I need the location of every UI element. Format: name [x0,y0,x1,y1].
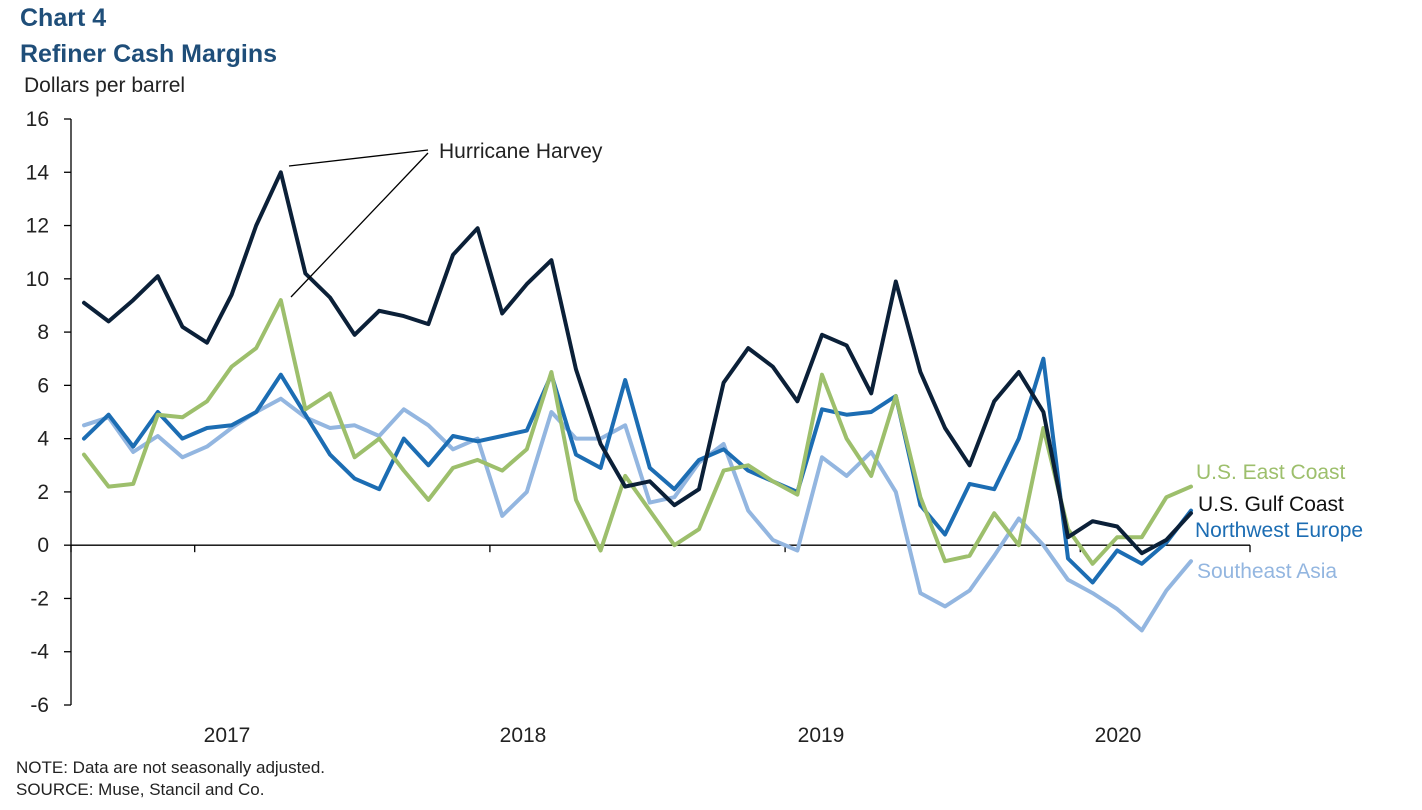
footnote-source: SOURCE: Muse, Stancil and Co. [16,780,265,799]
x-tick-label: 2018 [500,724,547,747]
y-tick-label: 16 [26,108,49,131]
y-tick-label: 6 [37,374,49,397]
y-tick-label: -2 [30,587,49,610]
y-tick-label: 14 [26,161,50,184]
y-tick-label: -4 [30,641,49,664]
chart-number: Chart 4 [20,4,107,32]
y-tick-label: 12 [26,215,49,238]
x-tick-label: 2019 [798,724,845,747]
y-tick-label: 8 [37,321,49,344]
legend-southeast-asia: Southeast Asia [1197,560,1337,583]
y-tick-label: 0 [37,534,49,557]
series-southeast-asia [82,396,1193,633]
chart-svg: 16 14 12 10 8 6 4 2 0 -2 -4 -6 2017 2018 2019 2020 U.S. … [26,108,1363,747]
legend-gulf-coast: U.S. Gulf Coast [1198,493,1344,516]
annotation-hurricane-harvey: Hurricane Harvey [439,140,603,163]
series-northwest-europe [82,356,1193,585]
legend-east-coast: U.S. East Coast [1196,461,1346,484]
legend-northwest-europe: Northwest Europe [1195,519,1363,542]
chart-title: Refiner Cash Margins [20,40,278,68]
y-tick-label: 2 [37,481,49,504]
annotation-leader-east [290,152,429,298]
y-axis-label: Dollars per barrel [24,74,186,97]
y-tick-label: 4 [37,428,49,451]
y-tick-label: 10 [26,268,49,291]
x-tick-label: 2017 [204,724,251,747]
annotation-leader-gulf [288,149,429,167]
y-tick-label: -6 [30,694,49,717]
footnote-note: NOTE: Data are not seasonally adjusted. [16,758,325,777]
x-tick-label: 2020 [1095,724,1142,747]
series-east-coast [82,298,1193,566]
series-gulf-coast [82,170,1193,556]
